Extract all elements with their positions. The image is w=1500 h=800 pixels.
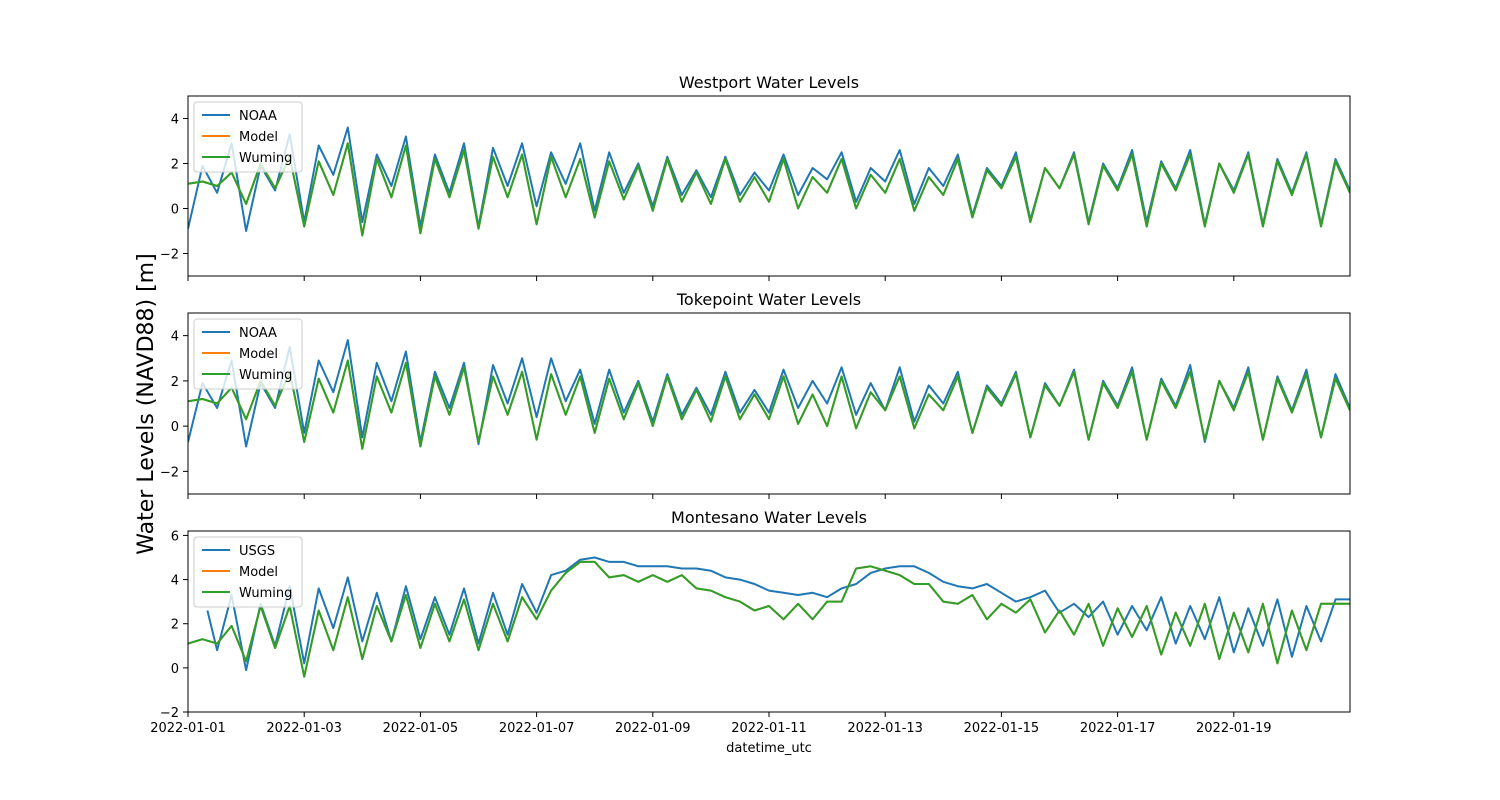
y-tick-label: 0 (171, 662, 179, 677)
legend: NOAA Model Wuming (193, 318, 303, 390)
legend-label-usgs: USGS (239, 544, 275, 559)
y-tick-label: −2 (160, 465, 179, 480)
series-group (188, 126, 1350, 237)
series-line-wuming (188, 560, 1350, 678)
legend-label-noaa: NOAA (239, 109, 277, 124)
series-line-wuming (188, 142, 1350, 237)
x-tick-label: 2022-01-13 (847, 721, 923, 736)
subplot-2: Tokepoint Water Levels −2 0 2 4 NOAA Model Wumi… (160, 290, 1351, 499)
series-line-wuming (188, 359, 1350, 450)
y-tick-label: 2 (171, 158, 179, 173)
x-tick-label: 2022-01-09 (615, 721, 691, 736)
legend: NOAA Model Wuming (193, 101, 303, 173)
y-tick-label: −2 (160, 706, 179, 721)
legend-label-wuming: Wuming (239, 368, 292, 383)
legend-label-wuming: Wuming (239, 586, 292, 601)
x-axis-label: datetime_utc (726, 741, 812, 756)
legend-label-model: Model (239, 347, 278, 362)
legend-label-noaa: NOAA (239, 326, 277, 341)
y-tick-label: 4 (171, 113, 179, 128)
y-tick-label: 6 (171, 529, 179, 544)
y-tick-label: 4 (171, 330, 179, 345)
series-group (188, 556, 1350, 678)
y-tick-label: 2 (171, 618, 179, 633)
x-tick-label: 2022-01-03 (266, 721, 342, 736)
legend-label-model: Model (239, 130, 278, 145)
y-tick-label: 0 (171, 420, 179, 435)
legend: USGS Model Wuming (193, 536, 303, 608)
legend-label-model: Model (239, 565, 278, 580)
y-tick-label: 0 (171, 203, 179, 218)
subplot-title: Tokepoint Water Levels (676, 290, 861, 309)
x-tick-label: 2022-01-01 (150, 721, 226, 736)
y-axis-label: Water Levels (NAVD88) [m] (134, 253, 159, 554)
legend-box (193, 536, 303, 608)
y-tick-label: 2 (171, 375, 179, 390)
legend-box (193, 318, 303, 390)
subplot-title: Westport Water Levels (679, 73, 859, 92)
x-tick-label: 2022-01-17 (1080, 721, 1156, 736)
subplots-group: Westport Water Levels −2 0 2 4 NOAA Model Wumin… (150, 73, 1351, 736)
x-tick-label: 2022-01-07 (499, 721, 575, 736)
x-tick-label: 2022-01-15 (964, 721, 1040, 736)
subplot-1: Westport Water Levels −2 0 2 4 NOAA Model Wumin… (160, 73, 1351, 281)
y-tick-label: −2 (160, 248, 179, 263)
x-tick-label: 2022-01-05 (383, 721, 459, 736)
x-tick-label: 2022-01-11 (731, 721, 807, 736)
y-tick-label: 4 (171, 574, 179, 589)
legend-box (193, 101, 303, 173)
x-tick-label: 2022-01-19 (1196, 721, 1272, 736)
series-group (188, 339, 1350, 450)
subplot-3: Montesano Water Levels −2 0 2 4 6 2022-01-01 20… (150, 508, 1351, 736)
subplot-title: Montesano Water Levels (671, 508, 867, 527)
legend-label-wuming: Wuming (239, 151, 292, 166)
